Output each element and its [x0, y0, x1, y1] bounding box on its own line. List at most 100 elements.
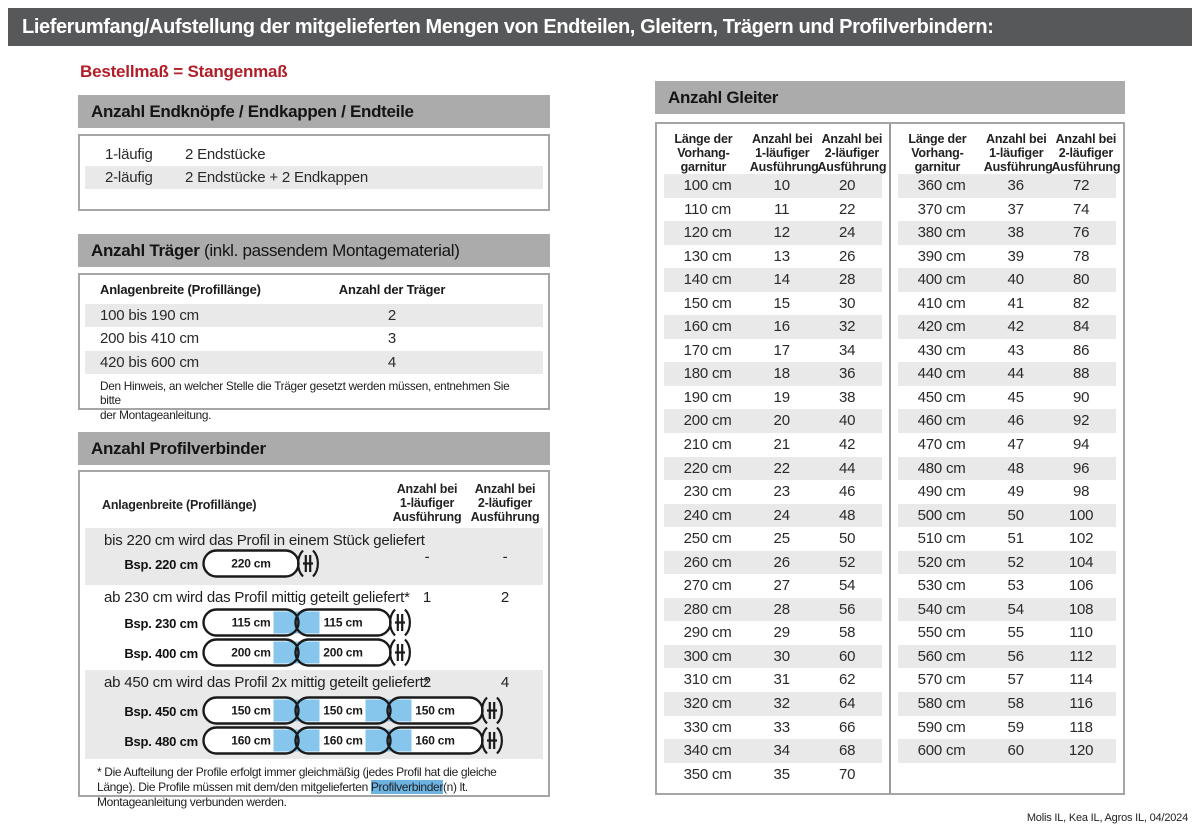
count-cell: 48: [838, 506, 856, 524]
count-cell: 80: [1072, 271, 1090, 289]
count-cell: 44: [1007, 365, 1024, 383]
column-header: Anzahl bei 1-läufiger Ausführung: [749, 132, 819, 174]
count-cell: 38: [838, 388, 856, 406]
count-cell: 2: [500, 589, 510, 606]
count-cell: 19: [773, 388, 790, 406]
table-row: 130 cm 13 26: [664, 245, 882, 269]
count-cell: 118: [1069, 718, 1093, 736]
row-text: bis 220 cm wird das Profil in einem Stüc…: [104, 532, 425, 549]
gleiter-subtable-1: Länge der Vorhang- garnitur Anzahl bei 1…: [657, 124, 889, 793]
document-footer: Molis IL, Kea IL, Agros IL, 04/2024: [1026, 812, 1188, 824]
example-label: Bsp. 480 cm: [124, 733, 198, 749]
count-cell: 32: [773, 695, 790, 713]
footnote-highlight: Profilverbinder: [370, 780, 444, 794]
count-cell: 28: [773, 600, 790, 618]
count-cell: 56: [838, 600, 856, 618]
count-cell: 58: [838, 624, 856, 642]
length-cell: 520 cm: [917, 553, 966, 571]
count-cell: 104: [1068, 553, 1094, 571]
length-cell: 580 cm: [917, 695, 966, 713]
count-cell: 70: [838, 765, 856, 783]
count-cell: 4: [500, 674, 510, 691]
count-cell: 68: [838, 742, 856, 760]
length-cell: 390 cm: [917, 247, 966, 265]
count-cell: 46: [838, 483, 856, 501]
count-cell: 41: [1007, 294, 1024, 312]
section-header-endteile: Anzahl Endknöpfe / Endkappen / Endteile: [78, 95, 550, 128]
length-cell: 330 cm: [683, 718, 732, 736]
count-cell: 58: [1007, 695, 1024, 713]
profile-endcap-icon: [389, 608, 411, 637]
count-cell: 25: [773, 530, 790, 548]
count-cell: -: [424, 548, 430, 565]
svg-text:115 cm: 115 cm: [324, 616, 363, 630]
length-cell: 120 cm: [683, 224, 732, 242]
table-row: 220 cm 22 44: [664, 456, 882, 481]
table-row: 400 cm 40 80: [898, 268, 1116, 292]
table-row: 530 cm 53 106: [898, 574, 1116, 598]
table-row: 260 cm 26 52: [664, 550, 882, 575]
table-row: 280 cm 28 56: [664, 597, 882, 622]
row-text: ab 230 cm wird das Profil mittig geteilt…: [104, 589, 410, 606]
column-header: Anzahl bei 2-läufiger Ausführung: [817, 132, 887, 174]
length-cell: 540 cm: [917, 600, 966, 618]
svg-text:220 cm: 220 cm: [231, 557, 271, 571]
count-cell: 40: [838, 412, 856, 430]
count-cell: 28: [838, 271, 856, 289]
length-cell: 480 cm: [917, 459, 966, 477]
count-cell: 22: [773, 459, 790, 477]
table-row: 2-läufig 2 Endstücke + 2 Endkappen: [85, 166, 543, 189]
count-cell: 1: [422, 589, 432, 606]
table-row: 320 cm 32 64: [664, 692, 882, 716]
count-cell: 50: [1007, 506, 1024, 524]
count-cell: 10: [773, 177, 790, 194]
table-row: 490 cm 49 98: [898, 480, 1116, 504]
count-cell: 11: [774, 200, 790, 218]
svg-text:160 cm: 160 cm: [415, 734, 455, 748]
table-row: 370 cm 37 74: [898, 198, 1116, 222]
profile-diagram: 115 cm 115 cm: [202, 608, 411, 637]
table-row: 170 cm 17 34: [664, 339, 882, 363]
profile-example: Bsp. 450 cm 150 cm 150 cm 150 cm: [110, 695, 505, 727]
count-cell: 26: [838, 247, 856, 265]
count-cell: 49: [1007, 483, 1024, 501]
length-cell: 570 cm: [917, 671, 966, 689]
count-cell: 34: [773, 742, 790, 760]
count-cell: 20: [773, 412, 790, 430]
count-cell: 88: [1072, 365, 1090, 383]
row-value: 2 Endstücke: [185, 146, 266, 163]
count-cell: 48: [1007, 459, 1024, 477]
count-cell: 30: [838, 294, 856, 312]
table-row: 540 cm 54 108: [898, 597, 1116, 622]
svg-text:160 cm: 160 cm: [323, 734, 363, 748]
length-cell: 230 cm: [683, 483, 732, 501]
profile-example: Bsp. 400 cm 200 cm 200 cm: [110, 637, 413, 669]
row-label: 2-läufig: [105, 169, 153, 186]
column-header: Anzahl bei 1-läufiger Ausführung: [392, 482, 462, 524]
table-row: 100 cm 10 20: [664, 174, 882, 198]
profile-example: Bsp. 230 cm 115 cm 115 cm: [110, 607, 413, 639]
length-cell: 340 cm: [683, 742, 732, 760]
table-row: 330 cm 33 66: [664, 716, 882, 740]
table-row: 470 cm 47 94: [898, 433, 1116, 457]
svg-text:200 cm: 200 cm: [231, 646, 271, 660]
count-cell: 57: [1007, 671, 1024, 689]
table-header-row: Länge der Vorhang- garnitur Anzahl bei 1…: [657, 124, 889, 174]
count-cell: 59: [1007, 718, 1024, 736]
count-cell: 102: [1068, 530, 1094, 548]
endteile-table: 1-läufig 2 Endstücke 2-läufig 2 Endstück…: [78, 134, 550, 211]
length-cell: 240 cm: [683, 506, 732, 524]
table-row: 360 cm 36 72: [898, 174, 1116, 198]
table-row: 340 cm 34 68: [664, 739, 882, 763]
table-row: 190 cm 19 38: [664, 386, 882, 410]
length-cell: 300 cm: [683, 647, 732, 665]
length-cell: 430 cm: [917, 341, 966, 359]
table-header-row: Länge der Vorhang- garnitur Anzahl bei 1…: [891, 124, 1123, 174]
column-header: Anzahl bei 1-läufiger Ausführung: [983, 132, 1053, 174]
table-row: 300 cm 30 60: [664, 644, 882, 669]
profilverbinder-table: Anlagenbreite (Profillänge) Anzahl bei 1…: [78, 470, 550, 809]
count-cell: 62: [838, 671, 856, 689]
profile-diagram: 200 cm 200 cm: [202, 638, 411, 667]
table-row: 500 cm 50 100: [898, 503, 1116, 528]
table-row: 1-läufig 2 Endstücke: [85, 143, 543, 166]
